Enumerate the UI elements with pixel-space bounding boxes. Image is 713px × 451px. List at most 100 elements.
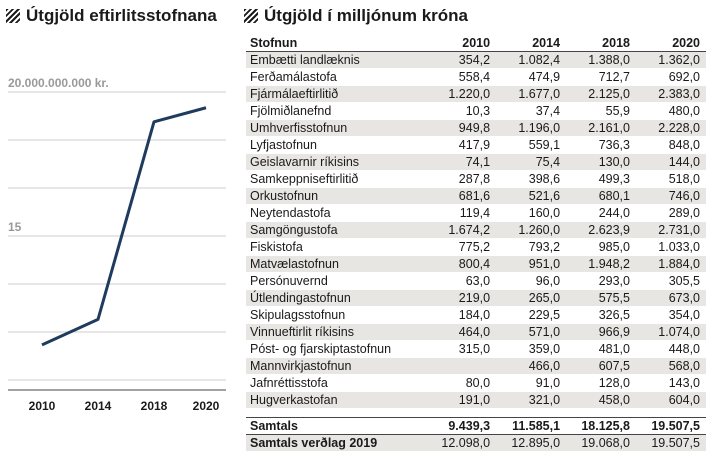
cell-value: 143,0	[636, 375, 706, 392]
cell-value: 144,0	[636, 154, 706, 171]
cell-value: 848,0	[636, 137, 706, 154]
cell-value: 75,4	[496, 154, 566, 171]
cell-value: 1.948,2	[566, 256, 636, 273]
cell-value: 1.884,0	[636, 256, 706, 273]
cell-value: 518,0	[636, 171, 706, 188]
cell-value: 1.677,0	[496, 86, 566, 103]
cell-value: 2.125,0	[566, 86, 636, 103]
cell-value: 985,0	[566, 239, 636, 256]
cell-agency: Fiskistofa	[246, 239, 426, 256]
cell-value: 736,3	[566, 137, 636, 154]
column-header-name: Stofnun	[246, 35, 426, 52]
cell-value: 2.228,0	[636, 120, 706, 137]
cell-agency: Ferðamálastofa	[246, 69, 426, 86]
cell-value: 326,5	[566, 307, 636, 324]
cell-value: 793,2	[496, 239, 566, 256]
cell-value: 1.082,4	[496, 52, 566, 69]
cell-value: 521,6	[496, 188, 566, 205]
cell-value: 80,0	[426, 375, 496, 392]
cell-value: 359,0	[496, 341, 566, 358]
column-header-year: 2014	[496, 35, 566, 52]
cell-value: 680,1	[566, 188, 636, 205]
cell-total-label: Samtals verðlag 2019	[246, 435, 426, 451]
cell-value: 464,0	[426, 324, 496, 341]
cell-agency: Jafnréttisstofa	[246, 375, 426, 392]
cell-agency: Fjármálaeftirlitið	[246, 86, 426, 103]
cell-value: 568,0	[636, 358, 706, 375]
cell-value: 293,0	[566, 273, 636, 290]
cell-total-value: 12.098,0	[426, 435, 496, 451]
column-header-year: 2018	[566, 35, 636, 52]
cell-value: 219,0	[426, 290, 496, 307]
cell-value: 746,0	[636, 188, 706, 205]
cell-value: 37,4	[496, 103, 566, 120]
cell-value: 466,0	[496, 358, 566, 375]
cell-agency: Mannvirkjastofnun	[246, 358, 426, 375]
cell-value: 229,5	[496, 307, 566, 324]
cell-value: 1.388,0	[566, 52, 636, 69]
cell-total-value: 11.585,1	[496, 418, 566, 435]
cell-agency: Útlendingastofnun	[246, 290, 426, 307]
cell-value: 91,0	[496, 375, 566, 392]
cell-value: 160,0	[496, 205, 566, 222]
cell-value: 499,3	[566, 171, 636, 188]
cell-value: 604,0	[636, 392, 706, 409]
cell-value: 289,0	[636, 205, 706, 222]
hatch-icon	[244, 9, 258, 23]
cell-value: 315,0	[426, 341, 496, 358]
cell-agency: Geislavarnir ríkisins	[246, 154, 426, 171]
cell-value: 692,0	[636, 69, 706, 86]
cell-agency: Neytendastofa	[246, 205, 426, 222]
cell-value: 607,5	[566, 358, 636, 375]
cell-agency: Hugverkastofan	[246, 392, 426, 409]
cell-value: 458,0	[566, 392, 636, 409]
cell-value: 128,0	[566, 375, 636, 392]
cell-agency: Fjölmiðlanefnd	[246, 103, 426, 120]
spacer-cell	[426, 409, 496, 418]
cell-value: 191,0	[426, 392, 496, 409]
cell-value: 2.623,9	[566, 222, 636, 239]
cell-agency: Orkustofnun	[246, 188, 426, 205]
cell-total-value: 9.439,3	[426, 418, 496, 435]
cell-total-label: Samtals	[246, 418, 426, 435]
x-tick-label: 2010	[29, 399, 56, 413]
x-tick-label: 2018	[141, 399, 168, 413]
cell-value: 2.161,0	[566, 120, 636, 137]
cell-value: 287,8	[426, 171, 496, 188]
cell-total-value: 19.507,5	[636, 435, 706, 451]
cell-value: 951,0	[496, 256, 566, 273]
table-title-text: Útgjöld í milljónum króna	[264, 6, 468, 26]
cell-value: 1.362,0	[636, 52, 706, 69]
cell-value: 800,4	[426, 256, 496, 273]
cell-value: 55,9	[566, 103, 636, 120]
cell-value: 559,1	[496, 137, 566, 154]
cell-agency: Samkeppniseftirlitið	[246, 171, 426, 188]
spacer-cell	[496, 409, 566, 418]
cell-value: 2.383,0	[636, 86, 706, 103]
cell-value: 949,8	[426, 120, 496, 137]
cell-value: 775,2	[426, 239, 496, 256]
cell-value: 2.731,0	[636, 222, 706, 239]
table-title: Útgjöld í milljónum króna	[244, 6, 468, 26]
cell-agency: Umhverfisstofnun	[246, 120, 426, 137]
cell-value: 1.674,2	[426, 222, 496, 239]
